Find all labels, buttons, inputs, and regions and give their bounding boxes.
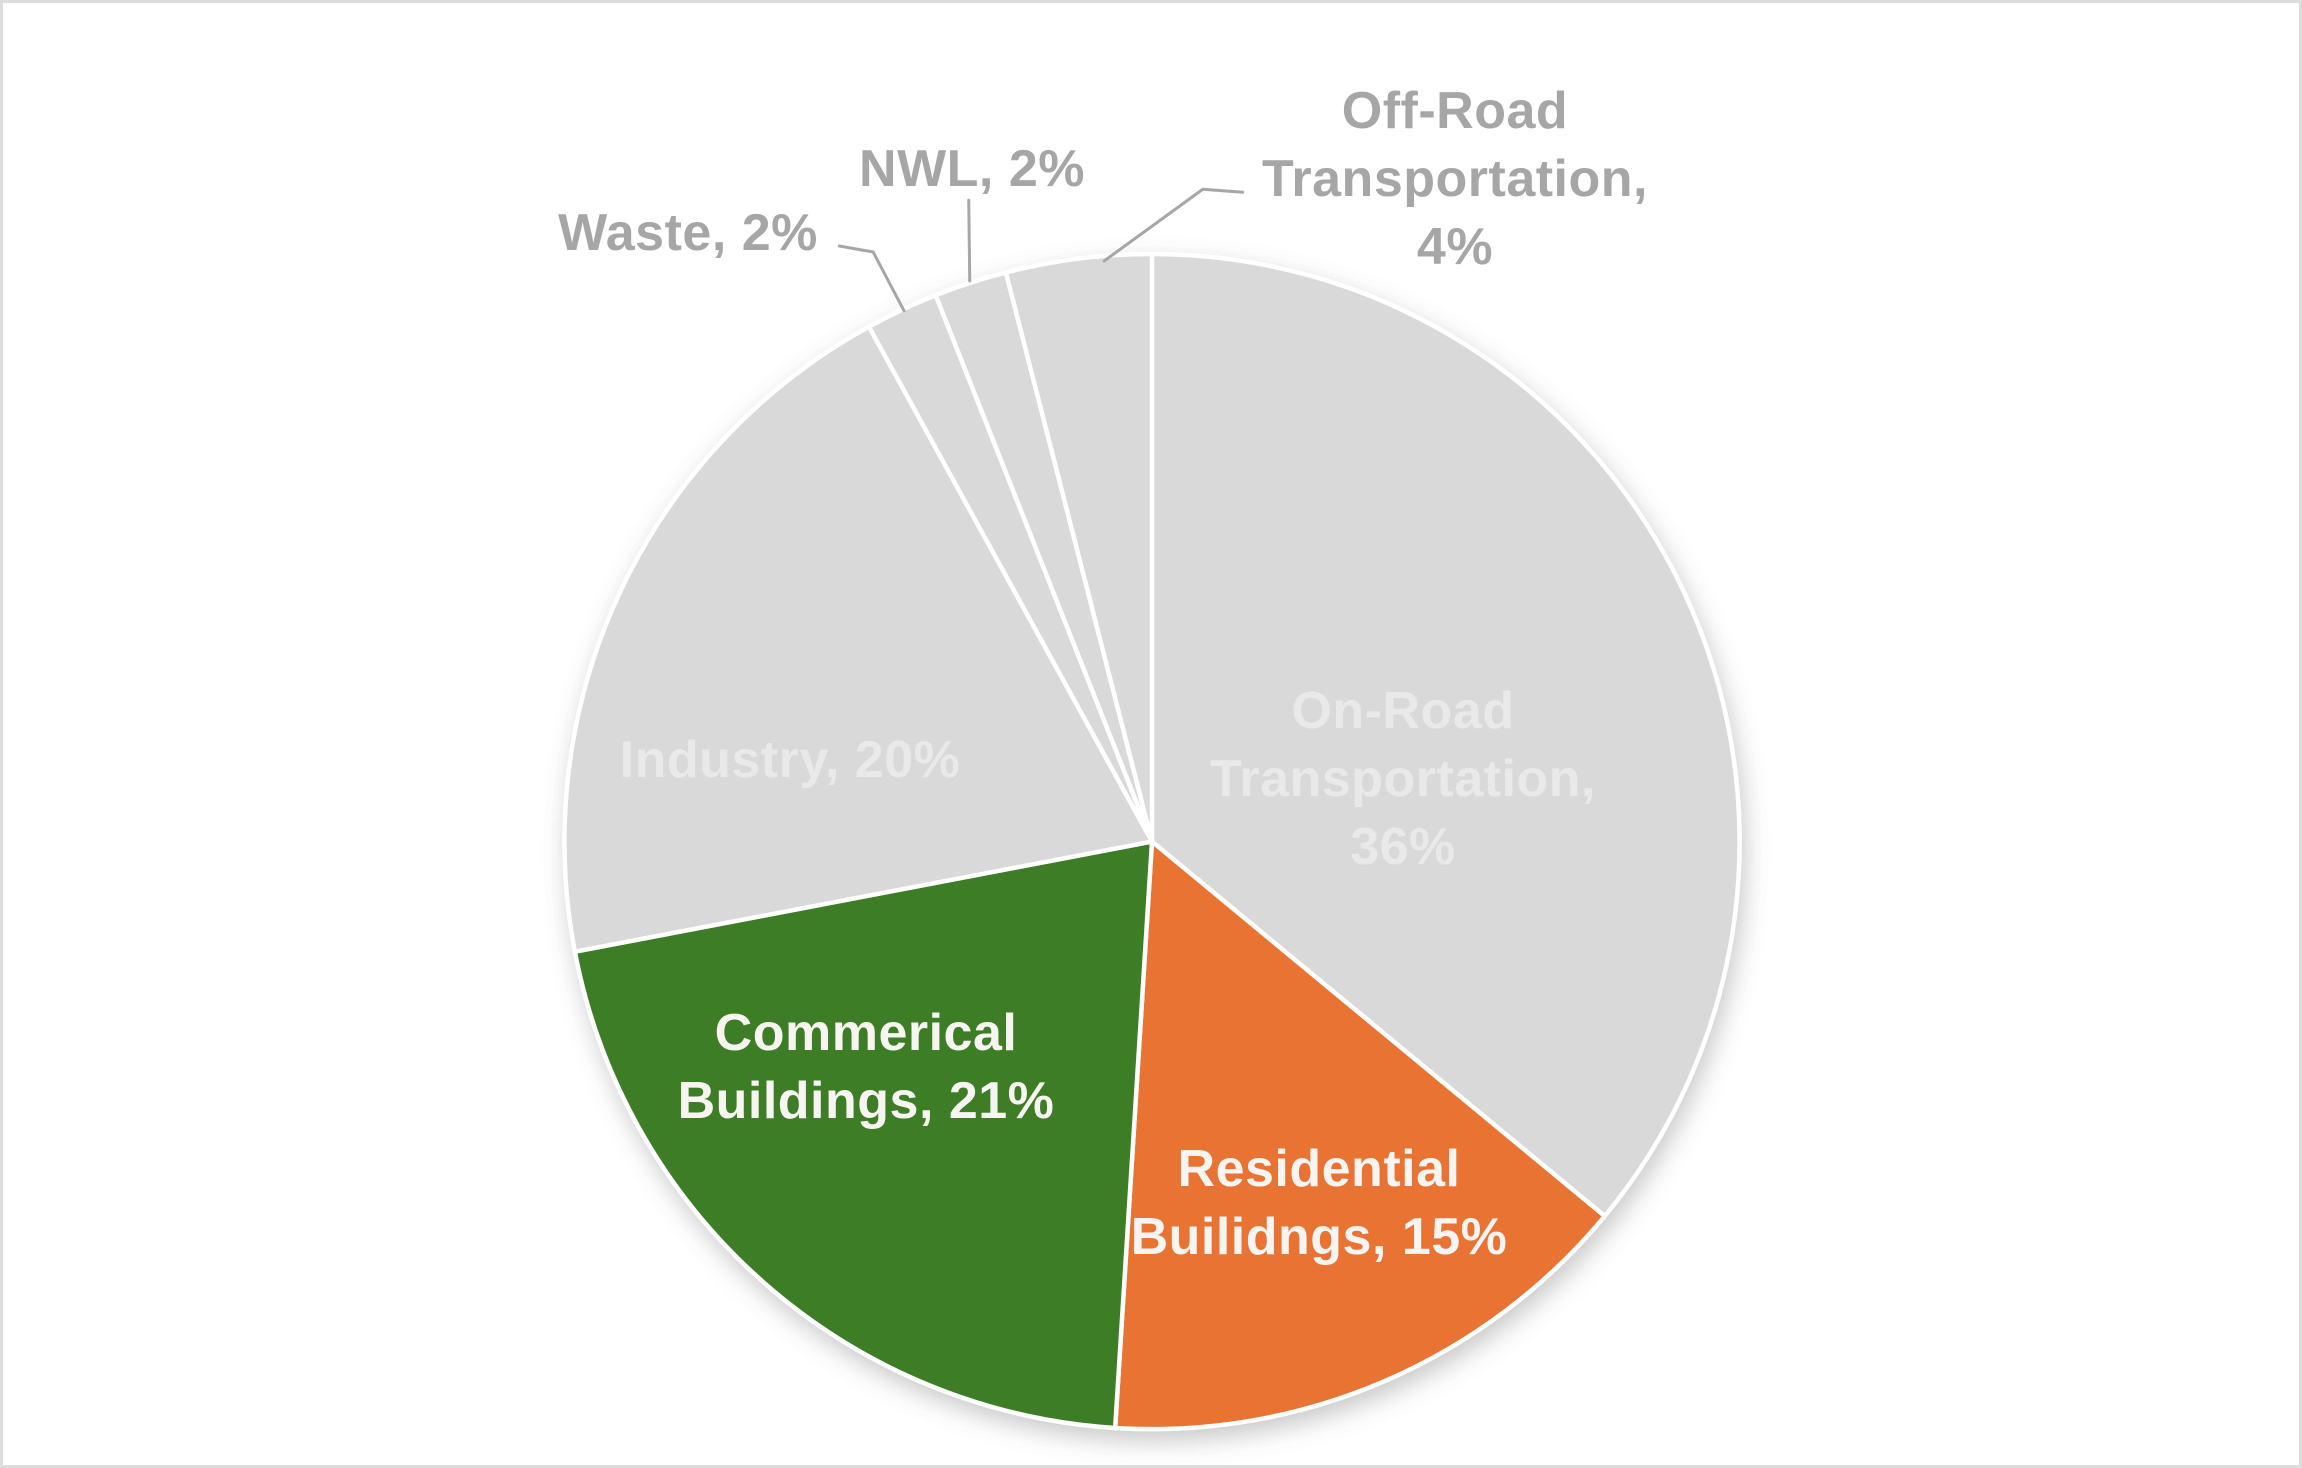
pie-chart — [562, 187, 1742, 1432]
pie-slice-off-road-transportation — [1003, 251, 1155, 844]
pie-slice-on-road-transportation — [1149, 251, 1742, 1219]
pie-slices — [562, 251, 1742, 1432]
leader-line-off-road — [1102, 187, 1245, 263]
leader-line-waste — [837, 244, 906, 313]
pie-slice-commerical-buildings — [572, 839, 1155, 1431]
pie-slice-residential-builidngs — [1112, 839, 1607, 1432]
pie-slice-industry — [562, 324, 1155, 954]
leader-line-nwl — [967, 198, 972, 283]
